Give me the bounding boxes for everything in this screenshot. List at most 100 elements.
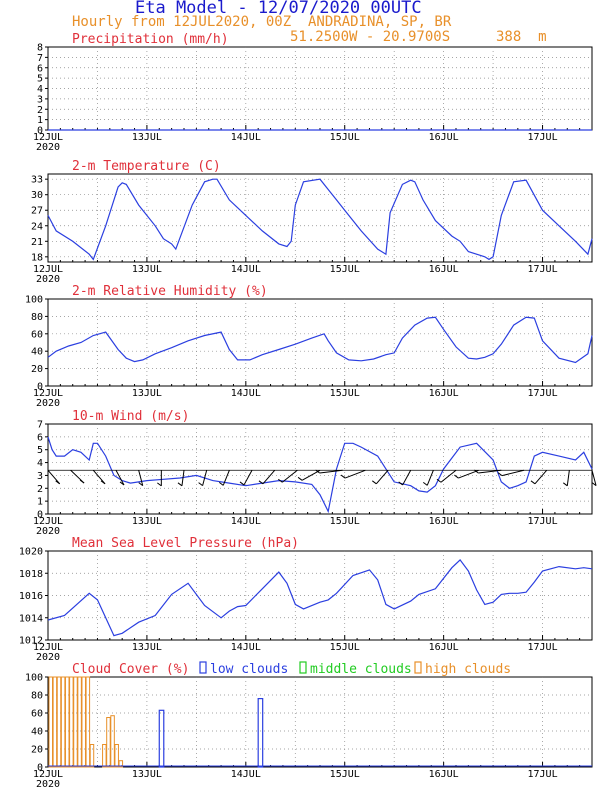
high-cloud-bar [118,760,124,768]
wind-barb-flag [79,479,85,484]
x-tick-label: 16JUL [429,388,459,399]
wind-barb [501,469,525,477]
x-tick-label: 13JUL [132,132,162,143]
y-tick-label: 60 [31,709,43,720]
x-tick-label: 12JUL [33,132,63,143]
wind-barb [243,470,253,486]
wind-barb [478,469,502,474]
wind-barb-flag [436,478,442,483]
legend-label: high clouds [425,662,511,677]
wind-barb [591,470,597,486]
y-tick-label: 4 [37,84,43,95]
wind-barb-flag [157,482,162,487]
panel-wind: 0 1 2 3 4 5 67 12JUL 13JUL 14JUL 15JUL 16JUL 17JUL 20… [33,409,597,537]
wind-barb [181,470,185,486]
y-tick-label: 2 [37,484,43,495]
series-line-rh [47,316,593,364]
legend-label: low clouds [210,662,288,677]
y-tick-label: 2 [37,105,43,116]
wind-barb [458,469,479,479]
x-tick-label: 13JUL [132,642,162,653]
x-tick-label: 14JUL [231,642,261,653]
wind-barb [534,469,548,485]
x-year-label: 2020 [36,142,60,153]
y-tick-label: 3 [37,94,43,105]
model-subtitle: Hourly from 12JUL2020, 00Z ANDRADINA, SP… [72,14,452,30]
wind-barb-flag [138,482,144,487]
wind-barb-flag [315,469,320,474]
high-cloud-bar [106,717,111,768]
x-tick-label: 15JUL [330,388,360,399]
y-tick-label: 18 [31,252,43,263]
panel-title: Precipitation (mm/h) [72,32,229,47]
y-tick-label: 20 [31,745,43,756]
panel-rh: 0 20 40 60 80 100 12JUL 13JUL 14JUL 15JUL 16JUL 17J… [25,284,593,409]
wind-barb [115,470,125,486]
panel-title: Cloud Cover (%) [72,662,189,677]
x-year-label: 2020 [36,526,60,537]
high-cloud-bar [102,744,107,768]
x-tick-label: 14JUL [231,132,261,143]
high-cloud-bar [73,676,78,768]
plot-frame [47,676,593,768]
wind-barb [440,469,457,483]
x-tick-label: 16JUL [429,264,459,275]
legend-swatch [414,661,422,674]
y-tick-label: 27 [31,206,43,217]
location-coords: 51.2500W - 20.9700S [290,29,451,45]
y-tick-label: 5 [37,445,43,456]
y-tick-label: 80 [31,312,43,323]
wind-barb [47,469,61,485]
y-tick-label: 0 [37,510,43,521]
wind-barb-flag [239,481,245,486]
x-tick-label: 17JUL [527,388,557,399]
wind-barb-flag [297,476,303,481]
wind-barb [375,469,389,485]
x-year-label: 2020 [36,779,60,790]
y-tick-label: 7 [37,420,43,431]
panel-title: 2-m Relative Humidity (%) [72,284,268,299]
y-tick-label: 20 [31,364,43,375]
plot-frame [47,298,593,387]
y-tick-label: 1018 [19,569,43,580]
x-tick-label: 12JUL [33,264,63,275]
x-tick-label: 14JUL [231,516,261,527]
y-tick-label: 0 [37,382,43,393]
high-cloud-bar [85,676,91,768]
high-cloud-bar [81,676,86,768]
y-tick-label: 60 [31,329,43,340]
wind-barb-flag [473,469,479,474]
y-tick-label: 100 [25,673,43,684]
model-title: Eta Model - 12/07/2020 00UTC [135,0,422,18]
panel-title: 10-m Wind (m/s) [72,409,189,424]
wind-barb [138,470,144,486]
high-cloud-bar [114,744,119,768]
panel-mslp: 1012 1014 1016 1018 1020 12JUL 13JUL 14JUL 15JUL… [19,536,593,663]
wind-barb [319,469,343,474]
x-tick-label: 14JUL [231,388,261,399]
x-tick-label: 16JUL [429,769,459,780]
y-tick-label: 1014 [19,613,43,624]
wind-barb-flag [277,478,283,483]
wind-barb-flag [100,480,106,485]
wind-barb-flag [562,482,568,487]
plot-frame [47,173,593,263]
high-cloud-bar [52,676,58,768]
x-year-label: 2020 [36,652,60,663]
y-tick-label: 30 [31,190,43,201]
panel-clouds: 0 20 40 60 80 100 12JUL 13JUL 14JUL 15JUL 16JUL 17J… [25,661,593,790]
legend-swatch [299,661,307,674]
wind-barb [402,470,412,486]
high-cloud-bar [60,676,66,768]
x-tick-label: 17JUL [527,132,557,143]
low-cloud-bar [257,697,264,768]
y-tick-label: 4 [37,458,43,469]
x-tick-label: 13JUL [132,516,162,527]
x-year-label: 2020 [36,398,60,409]
x-tick-label: 15JUL [330,642,360,653]
y-tick-label: 24 [31,221,43,232]
wind-barb [202,470,208,486]
wind-barb [92,469,106,485]
legend-label: middle clouds [310,662,412,677]
